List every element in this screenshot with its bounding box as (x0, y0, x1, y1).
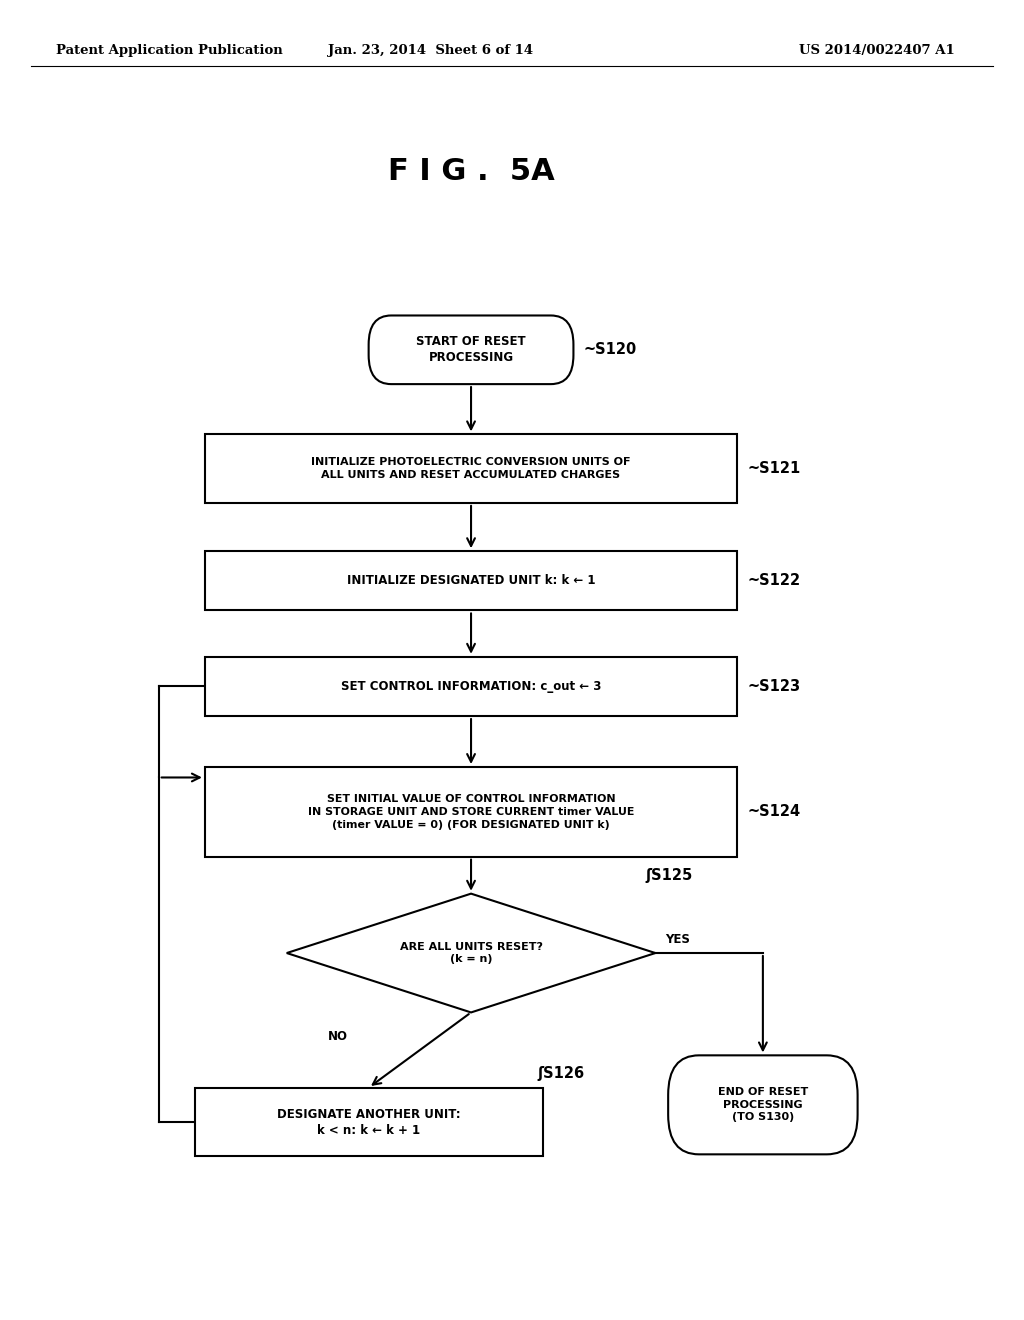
Bar (205, 657, 737, 715)
Text: ~S122: ~S122 (748, 573, 801, 589)
Text: ~S121: ~S121 (748, 461, 801, 477)
Text: ~S123: ~S123 (748, 678, 801, 694)
Text: YES: YES (666, 933, 690, 946)
Text: START OF RESET
PROCESSING: START OF RESET PROCESSING (416, 335, 526, 364)
FancyBboxPatch shape (668, 1056, 857, 1154)
Text: F I G .  5A: F I G . 5A (388, 157, 554, 186)
Bar (205, 434, 737, 503)
Polygon shape (287, 894, 655, 1012)
Text: ~S124: ~S124 (748, 804, 801, 820)
Text: SET CONTROL INFORMATION: c_out ← 3: SET CONTROL INFORMATION: c_out ← 3 (341, 680, 601, 693)
Text: Jan. 23, 2014  Sheet 6 of 14: Jan. 23, 2014 Sheet 6 of 14 (328, 44, 532, 57)
Bar (205, 550, 737, 610)
Text: DESIGNATE ANOTHER UNIT:
k < n: k ← k + 1: DESIGNATE ANOTHER UNIT: k < n: k ← k + 1 (276, 1107, 461, 1137)
Text: ʃS125: ʃS125 (645, 869, 692, 883)
Text: NO: NO (328, 1030, 348, 1043)
Text: Patent Application Publication: Patent Application Publication (56, 44, 283, 57)
Bar (195, 1088, 543, 1156)
Text: US 2014/0022407 A1: US 2014/0022407 A1 (799, 44, 954, 57)
Text: ~S120: ~S120 (584, 342, 637, 358)
Text: ARE ALL UNITS RESET?
(k = n): ARE ALL UNITS RESET? (k = n) (399, 942, 543, 964)
Text: END OF RESET
PROCESSING
(TO S130): END OF RESET PROCESSING (TO S130) (718, 1088, 808, 1122)
Bar (205, 767, 737, 857)
Text: SET INITIAL VALUE OF CONTROL INFORMATION
IN STORAGE UNIT AND STORE CURRENT timer: SET INITIAL VALUE OF CONTROL INFORMATION… (308, 795, 634, 829)
Text: ʃS126: ʃS126 (538, 1067, 585, 1081)
Text: INITIALIZE DESIGNATED UNIT k: k ← 1: INITIALIZE DESIGNATED UNIT k: k ← 1 (347, 574, 595, 587)
FancyBboxPatch shape (369, 315, 573, 384)
Text: INITIALIZE PHOTOELECTRIC CONVERSION UNITS OF
ALL UNITS AND RESET ACCUMULATED CHA: INITIALIZE PHOTOELECTRIC CONVERSION UNIT… (311, 458, 631, 479)
